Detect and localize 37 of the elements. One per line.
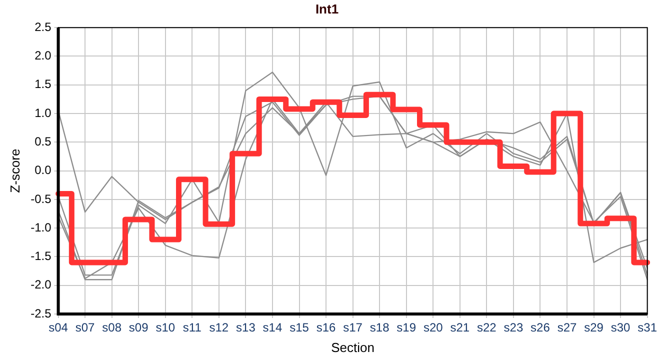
y-tick-label: -1.0 (30, 220, 52, 234)
x-tick-label: s16 (316, 320, 336, 335)
x-tick-label: s22 (476, 320, 497, 335)
x-tick-label: s23 (504, 320, 524, 335)
x-tick-label: s29 (584, 320, 604, 335)
x-tick-label: s27 (557, 320, 577, 335)
x-tick-label: s10 (156, 320, 176, 335)
y-tick-label: -2.5 (30, 306, 52, 320)
x-tick-label: s21 (450, 320, 470, 335)
y-tick-label: -0.5 (30, 192, 52, 206)
y-tick-label: 2.0 (34, 48, 52, 63)
x-tick-label: s26 (530, 320, 550, 335)
chart-title: Int1 (315, 1, 339, 16)
x-tick-label: s30 (610, 320, 631, 335)
x-tick-label: s04 (48, 320, 68, 335)
x-tick-label: s18 (370, 320, 390, 335)
y-tick-label: -1.5 (30, 249, 52, 264)
x-tick-label: s12 (209, 320, 229, 335)
x-tick-label: s20 (423, 320, 444, 335)
x-tick-label: s08 (102, 320, 122, 335)
y-tick-label: 1.5 (34, 77, 52, 92)
x-axis-title: Section (331, 340, 374, 355)
x-tick-label: s19 (396, 320, 416, 335)
y-tick-label: 0.0 (34, 163, 52, 178)
x-tick-label: s11 (182, 320, 202, 335)
x-tick-label: s17 (343, 320, 363, 335)
x-tick-label: s14 (262, 320, 282, 335)
x-tick-label: s15 (290, 320, 310, 335)
x-tick-label: s31 (638, 320, 658, 335)
y-tick-label: 1.0 (34, 106, 52, 120)
x-tick-label: s09 (128, 320, 149, 335)
x-tick-label: s07 (75, 320, 96, 335)
y-axis-title: Z-score (7, 148, 22, 193)
y-tick-label: 2.5 (34, 20, 52, 34)
y-tick-label: 0.5 (34, 134, 52, 148)
x-tick-label: s13 (236, 320, 256, 335)
y-tick-label: -2.0 (30, 278, 52, 292)
